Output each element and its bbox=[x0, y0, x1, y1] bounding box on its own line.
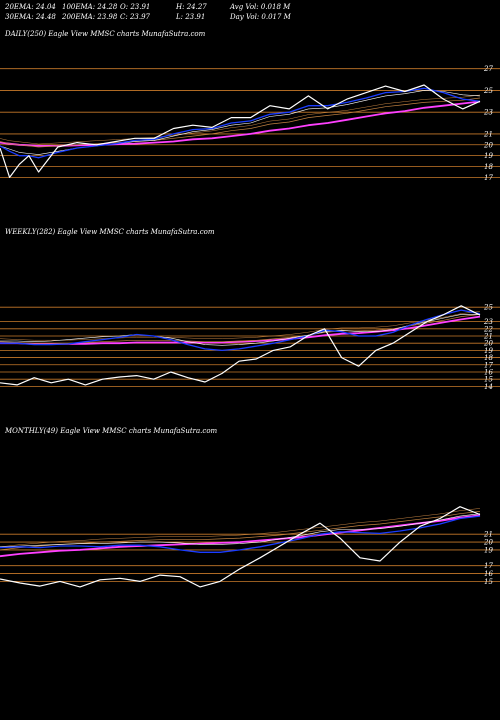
weekly-y-tick-label: 16 bbox=[484, 368, 493, 376]
close-readout: C: 23.97 bbox=[120, 13, 150, 21]
daily-ema30-line bbox=[0, 90, 481, 155]
monthly-y-tick-label: 15 bbox=[484, 578, 493, 586]
monthly-y-tick-label: 19 bbox=[484, 546, 493, 554]
monthly-ema30-line bbox=[0, 513, 481, 548]
monthly-ema20-line bbox=[0, 515, 481, 553]
monthly-price-line bbox=[0, 506, 481, 588]
daily-y-tick-label: 21 bbox=[483, 130, 493, 138]
weekly-ema100-band-line bbox=[0, 311, 481, 341]
monthly-ema200-line bbox=[0, 514, 481, 558]
monthly-y-tick-label: 16 bbox=[484, 570, 493, 578]
daily-ema200-line bbox=[0, 100, 481, 147]
daily-ema100-band-line bbox=[0, 94, 481, 145]
monthly-y-tick-label: 17 bbox=[484, 562, 493, 570]
ema30-readout: 30EMA: 24.48 bbox=[5, 13, 56, 21]
weekly-y-tick-label: 22 bbox=[483, 325, 493, 333]
ema200-readout: 200EMA: 23.98 bbox=[62, 13, 118, 21]
daily-y-tick-label: 20 bbox=[483, 141, 493, 149]
high-readout: H: 24.27 bbox=[176, 3, 207, 11]
ema100-readout: 100EMA: 24.28 bbox=[62, 3, 118, 11]
weekly-y-tick-label: 23 bbox=[483, 318, 493, 326]
open-readout: O: 23.91 bbox=[120, 3, 151, 11]
daily-y-tick-label: 19 bbox=[484, 152, 493, 160]
weekly-y-tick-label: 14 bbox=[484, 383, 493, 391]
weekly-y-tick-label: 15 bbox=[484, 376, 493, 384]
daily-ema100-line bbox=[0, 97, 481, 148]
monthly-y-tick-label: 20 bbox=[483, 539, 493, 547]
daily-y-tick-label: 27 bbox=[483, 65, 493, 73]
daily-chart-label: DAILY(250) Eagle View MMSC charts Munafa… bbox=[5, 30, 206, 38]
daily-y-tick-label: 18 bbox=[484, 163, 493, 171]
daily-chart: 27 25 23 21 20 19 18 17 bbox=[0, 65, 500, 182]
weekly-ema30-line bbox=[0, 314, 480, 346]
weekly-ema20-line bbox=[0, 309, 481, 352]
weekly-y-tick-label: 20 bbox=[483, 340, 493, 348]
weekly-y-tick-label: 25 bbox=[483, 304, 493, 312]
daily-y-tick-label: 23 bbox=[483, 109, 493, 117]
low-readout: L: 23.91 bbox=[176, 13, 206, 21]
weekly-y-tick-label: 17 bbox=[484, 361, 493, 369]
weekly-y-tick-label: 21 bbox=[483, 332, 493, 340]
avg-volume-readout: Avg Vol: 0.018 M bbox=[230, 3, 291, 11]
weekly-y-tick-label: 19 bbox=[484, 347, 493, 355]
day-volume-readout: Day Vol: 0.017 M bbox=[230, 13, 291, 21]
weekly-chart-label: WEEKLY(282) Eagle View MMSC charts Munaf… bbox=[5, 228, 215, 236]
weekly-y-tick-label: 18 bbox=[484, 354, 493, 362]
daily-ema20-line bbox=[0, 87, 481, 159]
weekly-price-line bbox=[0, 305, 481, 386]
daily-y-tick-label: 25 bbox=[483, 87, 493, 95]
ema20-readout: 20EMA: 24.04 bbox=[5, 3, 56, 11]
monthly-ema100-band-line bbox=[0, 508, 481, 548]
daily-price-line bbox=[0, 84, 481, 178]
monthly-y-tick-label: 21 bbox=[483, 531, 493, 539]
monthly-chart-label: MONTHLY(49) Eagle View MMSC charts Munaf… bbox=[5, 427, 218, 435]
daily-y-tick-label: 17 bbox=[484, 174, 493, 182]
